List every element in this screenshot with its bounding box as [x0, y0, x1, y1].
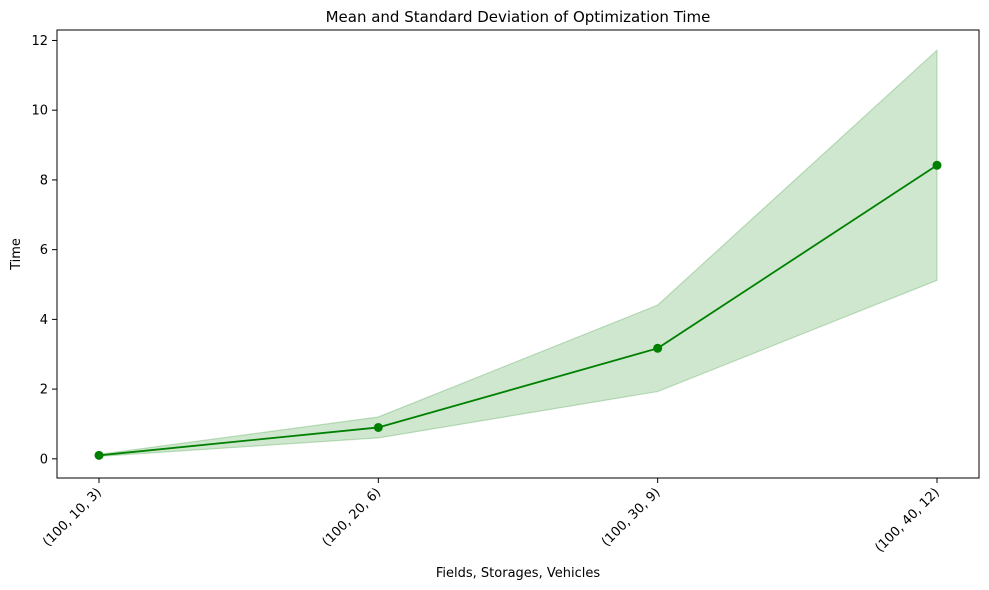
y-tick-label: 0: [40, 452, 48, 467]
y-tick-label: 4: [40, 313, 48, 328]
std-band-layer: [98, 48, 938, 458]
std-band: [98, 48, 938, 458]
data-point: [653, 343, 663, 353]
chart-title: Mean and Standard Deviation of Optimizat…: [326, 8, 711, 26]
data-point: [94, 450, 104, 460]
y-tick-label: 10: [31, 104, 48, 119]
y-tick-label: 2: [40, 383, 48, 398]
y-tick-label: 8: [40, 173, 48, 188]
x-axis-label: Fields, Storages, Vehicles: [436, 566, 600, 581]
data-point: [932, 160, 942, 170]
data-point: [373, 422, 383, 432]
mean-line-layer: [98, 164, 938, 457]
mean-line: [98, 164, 938, 457]
x-tick-label: (100, 10, 3): [40, 485, 105, 550]
x-axis: (100, 10, 3) (100, 20, 6) (100, 30, 9) (100…: [40, 478, 943, 556]
x-tick-label: (100, 20, 6): [320, 485, 385, 550]
x-tick-label: (100, 40, 12): [872, 485, 942, 555]
y-tick-label: 12: [31, 34, 48, 49]
plot-area-frame: [56, 29, 980, 479]
x-tick-label: (100, 30, 9): [599, 485, 664, 550]
y-tick-label: 6: [40, 243, 48, 258]
y-axis: 0 2 4 6 8 10 12: [31, 34, 57, 467]
mean-points-layer: [94, 160, 942, 460]
y-axis-label: Time: [9, 238, 24, 271]
